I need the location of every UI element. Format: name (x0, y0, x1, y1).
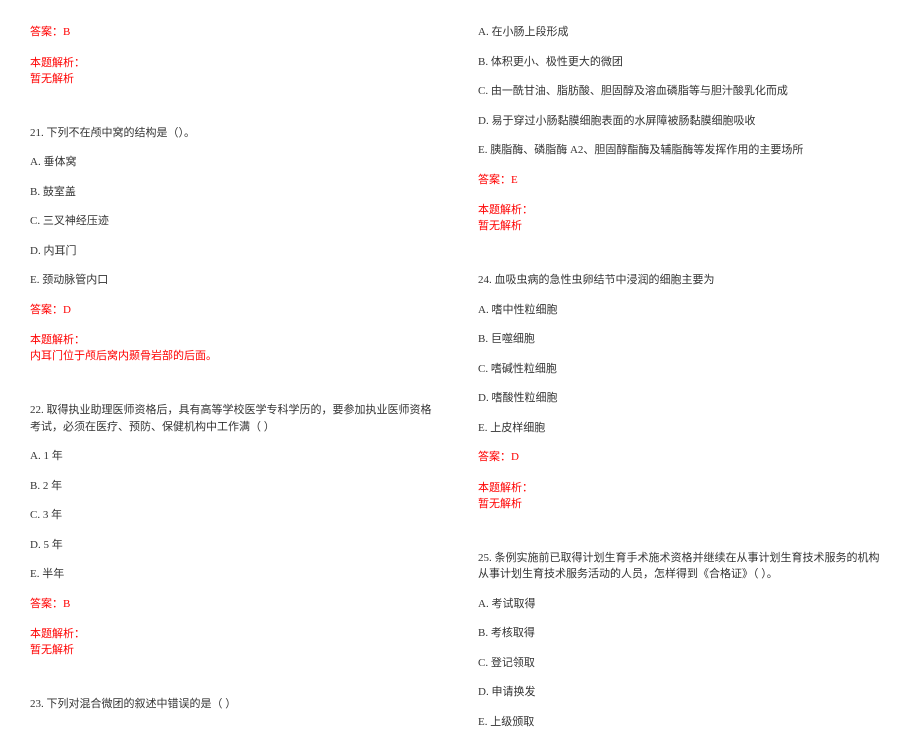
q21-explain: 内耳门位于颅后窝内颞骨岩部的后面。 (30, 347, 442, 363)
q23-opt-e: E. 胰脂酶、磷脂酶 A2、胆固醇酯酶及辅脂酶等发挥作用的主要场所 (478, 142, 890, 159)
q23-opt-d: D. 易于穿过小肠黏膜细胞表面的水屏障被肠黏膜细胞吸收 (478, 113, 890, 130)
q20-no-explain: 暂无解析 (30, 70, 442, 86)
q25-opt-b: B. 考核取得 (478, 625, 890, 642)
q23-stem: 23. 下列对混合微团的叙述中错误的是（ ） (30, 696, 442, 713)
q24-no-explain: 暂无解析 (478, 495, 890, 511)
q23-opt-b: B. 体积更小、极性更大的微团 (478, 54, 890, 71)
q21-answer: 答案：D (30, 302, 442, 319)
q21-stem: 21. 下列不在颅中窝的结构是（）。 (30, 125, 442, 142)
q25-opt-a: A. 考试取得 (478, 596, 890, 613)
q23-opt-c: C. 由一酰甘油、脂肪酸、胆固醇及溶血磷脂等与胆汁酸乳化而成 (478, 83, 890, 100)
q22-opt-c: C. 3 年 (30, 507, 442, 524)
q21-opt-c: C. 三叉神经压迹 (30, 213, 442, 230)
q20-answer: 答案：B (30, 24, 442, 41)
q21-opt-d: D. 内耳门 (30, 243, 442, 260)
q25-opt-e: E. 上级颁取 (478, 714, 890, 730)
left-column: 答案：B 本题解析： 暂无解析 21. 下列不在颅中窝的结构是（）。 A. 垂体… (30, 24, 460, 641)
q25-opt-d: D. 申请换发 (478, 684, 890, 701)
q24-opt-b: B. 巨噬细胞 (478, 331, 890, 348)
q25-opt-c: C. 登记领取 (478, 655, 890, 672)
q21-opt-b: B. 鼓室盖 (30, 184, 442, 201)
q23-answer: 答案：E (478, 172, 890, 189)
q25-stem: 25. 条例实施前已取得计划生育手术施术资格并继续在从事计划生育技术服务的机构从… (478, 550, 890, 583)
q22-opt-e: E. 半年 (30, 566, 442, 583)
right-column: A. 在小肠上段形成 B. 体积更小、极性更大的微团 C. 由一酰甘油、脂肪酸、… (460, 24, 890, 641)
q21-opt-a: A. 垂体窝 (30, 154, 442, 171)
q22-no-explain: 暂无解析 (30, 641, 442, 657)
q22-opt-a: A. 1 年 (30, 448, 442, 465)
exam-page: 答案：B 本题解析： 暂无解析 21. 下列不在颅中窝的结构是（）。 A. 垂体… (0, 0, 920, 651)
q24-answer: 答案：D (478, 449, 890, 466)
explain-label: 本题解析： (30, 331, 442, 347)
explain-label: 本题解析： (30, 54, 442, 70)
q22-opt-d: D. 5 年 (30, 537, 442, 554)
q22-stem: 22. 取得执业助理医师资格后，具有高等学校医学专科学历的，要参加执业医师资格考… (30, 402, 442, 435)
q24-opt-e: E. 上皮样细胞 (478, 420, 890, 437)
q23-no-explain: 暂无解析 (478, 217, 890, 233)
q24-stem: 24. 血吸虫病的急性虫卵结节中浸润的细胞主要为 (478, 272, 890, 289)
q22-opt-b: B. 2 年 (30, 478, 442, 495)
q21-opt-e: E. 颈动脉管内口 (30, 272, 442, 289)
q24-opt-a: A. 嗜中性粒细胞 (478, 302, 890, 319)
q24-opt-d: D. 嗜酸性粒细胞 (478, 390, 890, 407)
explain-label: 本题解析： (30, 625, 442, 641)
explain-label: 本题解析： (478, 201, 890, 217)
q23-opt-a: A. 在小肠上段形成 (478, 24, 890, 41)
q22-answer: 答案：B (30, 596, 442, 613)
explain-label: 本题解析： (478, 479, 890, 495)
q24-opt-c: C. 嗜碱性粒细胞 (478, 361, 890, 378)
